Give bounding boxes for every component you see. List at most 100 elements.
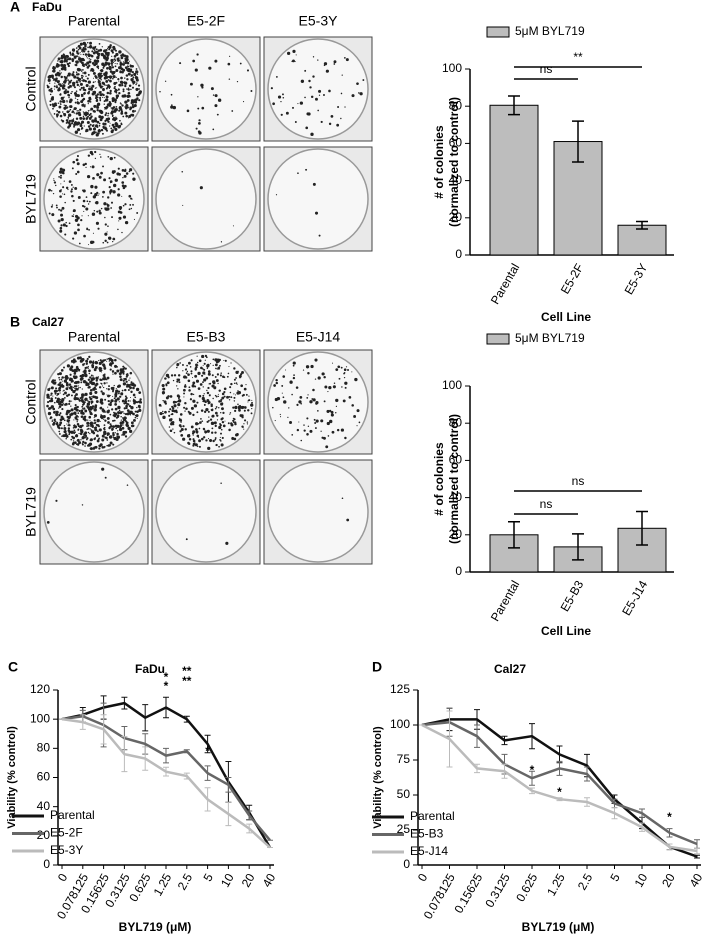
colony — [79, 386, 81, 389]
colony — [126, 383, 129, 387]
colony — [103, 49, 107, 53]
colony — [203, 428, 206, 431]
colony — [65, 433, 68, 436]
colony — [125, 380, 128, 383]
colony — [58, 376, 60, 379]
colony — [196, 53, 199, 56]
colony — [288, 407, 290, 409]
colony — [167, 395, 170, 398]
colony — [97, 430, 99, 433]
colony — [76, 418, 79, 421]
colony — [312, 56, 315, 58]
colony — [107, 117, 111, 121]
series-line — [421, 723, 698, 853]
colony — [87, 115, 90, 118]
colony — [304, 69, 307, 72]
colony — [312, 75, 315, 78]
colony — [81, 57, 85, 62]
colony — [214, 358, 216, 360]
colony — [72, 440, 75, 442]
colony — [210, 363, 212, 365]
colony — [103, 433, 106, 436]
colony — [104, 57, 106, 60]
colony — [59, 229, 63, 233]
colony — [59, 189, 62, 193]
colony — [182, 376, 185, 378]
colony — [76, 405, 79, 409]
x-tick-label: E5-B3 — [558, 578, 587, 614]
colony — [102, 363, 106, 367]
colony — [108, 426, 111, 430]
colony — [121, 369, 125, 374]
colony — [121, 392, 123, 394]
colony — [239, 414, 243, 417]
colony — [362, 79, 365, 82]
y-tick-label: 60 — [37, 770, 51, 784]
colony — [110, 49, 114, 53]
colony — [200, 83, 204, 87]
colony — [63, 396, 66, 399]
plate-dish — [43, 148, 145, 250]
colony — [48, 399, 52, 403]
colony — [53, 88, 55, 90]
colony — [182, 437, 186, 441]
colony — [318, 89, 322, 93]
colony — [187, 373, 190, 376]
colony — [50, 97, 54, 101]
colony — [247, 409, 250, 412]
colony — [48, 188, 51, 192]
colony — [119, 208, 122, 211]
colony — [78, 242, 81, 245]
colony — [207, 386, 210, 390]
colony — [88, 415, 92, 419]
colony — [190, 370, 193, 373]
colony — [89, 85, 91, 87]
colony — [85, 75, 87, 77]
colony — [68, 180, 72, 183]
colony — [81, 405, 84, 408]
colony — [173, 374, 177, 377]
colony — [197, 107, 200, 110]
colony — [195, 422, 199, 425]
colony — [298, 400, 302, 404]
colony — [84, 392, 88, 397]
significance-label: * — [205, 744, 210, 758]
colony — [99, 443, 103, 447]
colony — [87, 400, 89, 402]
colony — [60, 72, 62, 74]
colony — [101, 467, 105, 471]
colony — [92, 431, 96, 435]
colony — [185, 538, 188, 541]
colony — [107, 444, 111, 447]
colony — [183, 406, 186, 409]
colony — [57, 57, 61, 61]
colony — [119, 119, 121, 122]
colony — [97, 194, 99, 196]
colony — [235, 370, 239, 375]
colony — [179, 62, 182, 65]
colony — [185, 372, 188, 374]
colony — [55, 184, 57, 187]
colony — [292, 59, 295, 63]
colony — [108, 385, 110, 388]
colony — [91, 133, 94, 136]
colony — [136, 410, 139, 413]
colony — [61, 398, 65, 402]
colony — [229, 386, 232, 389]
colony — [61, 380, 63, 382]
colony — [120, 110, 124, 113]
colony — [125, 420, 127, 423]
colony — [207, 438, 210, 440]
colony — [124, 77, 126, 79]
colony — [61, 408, 64, 411]
colony — [246, 421, 249, 423]
colony — [63, 426, 67, 430]
colony — [122, 204, 125, 207]
legend-label: 5μM BYL719 — [515, 331, 585, 345]
colony — [85, 83, 89, 88]
colony — [77, 76, 79, 79]
colony — [218, 389, 221, 392]
colony — [66, 101, 68, 103]
colony — [206, 389, 208, 392]
colony — [207, 410, 210, 413]
